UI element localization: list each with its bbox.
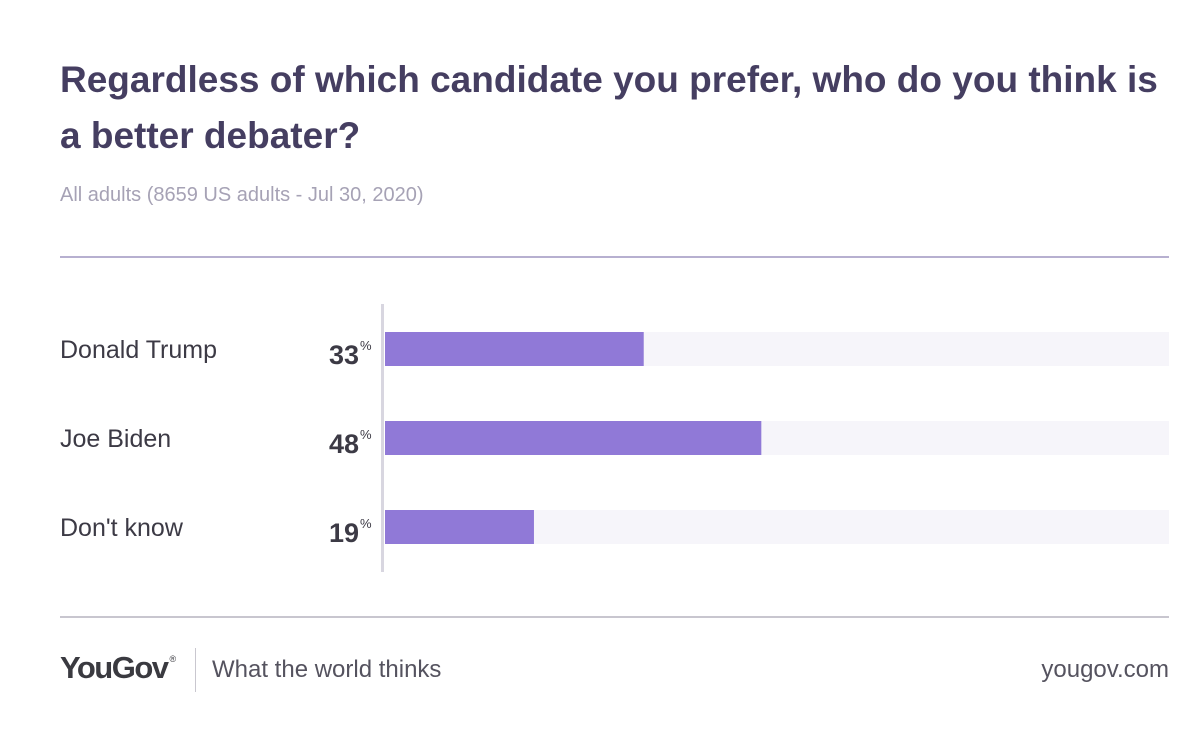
- bar-don-t-know: [385, 510, 534, 544]
- bar-joe-biden: [385, 421, 762, 455]
- value-label-joe-biden: 48: [329, 429, 359, 459]
- value-unit-joe-biden: %: [360, 427, 372, 442]
- category-label-joe-biden: Joe Biden: [60, 425, 171, 453]
- chart-title: Regardless of which candidate you prefer…: [60, 59, 1158, 156]
- header-divider: [60, 256, 1169, 258]
- bar-chart: Donald Trump 33 % Joe Biden 48 % Don't know 19%: [60, 304, 1169, 572]
- footer-vertical-divider: [195, 648, 196, 692]
- bar-donald-trump: [385, 332, 644, 366]
- registered-mark: ®: [169, 654, 177, 664]
- category-label-don-t-know: Don't know: [60, 514, 184, 542]
- value-unit-donald-trump: %: [360, 338, 372, 353]
- value-label-donald-trump: 33: [329, 340, 359, 370]
- chart-subtitle: All adults (8659 US adults - Jul 30, 202…: [60, 184, 424, 206]
- value-unit-don-t-know: %: [360, 516, 372, 531]
- footer-tagline: What the world thinks: [212, 656, 442, 683]
- footer-url-link[interactable]: yougov.com: [1041, 656, 1169, 683]
- value-label-don-t-know: 19: [329, 518, 359, 548]
- logo-text: YouGov: [60, 650, 169, 685]
- yougov-logo[interactable]: YouGov ®: [60, 650, 176, 686]
- category-label-donald-trump: Donald Trump: [60, 336, 217, 364]
- footer-divider-line: [60, 616, 1169, 618]
